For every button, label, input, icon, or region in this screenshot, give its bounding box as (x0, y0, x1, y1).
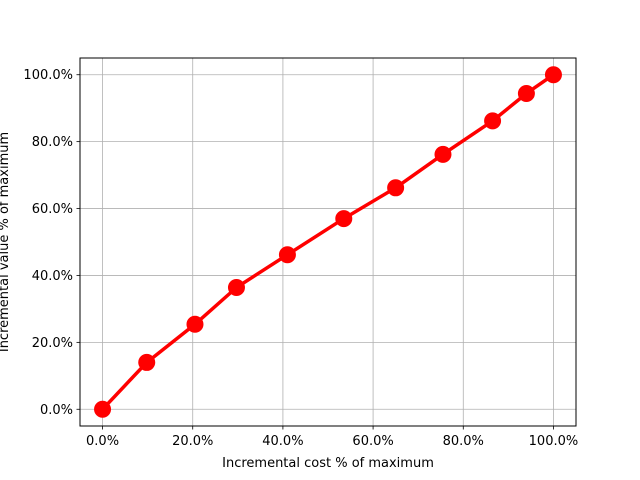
data-point (138, 353, 156, 371)
x-tick-label: 60.0% (352, 434, 393, 449)
y-tick-label: 100.0% (23, 68, 73, 83)
data-point (186, 315, 204, 333)
y-tick-label: 40.0% (32, 269, 73, 284)
data-point (335, 210, 353, 228)
data-point (227, 278, 245, 296)
y-tick-label: 80.0% (32, 135, 73, 150)
plot-area-frame (79, 57, 577, 427)
y-tick-label: 60.0% (32, 202, 73, 217)
x-tick-label: 20.0% (172, 434, 213, 449)
x-tick-label: 80.0% (443, 434, 484, 449)
data-point (278, 246, 296, 264)
data-point (434, 145, 452, 163)
axis-ticks: 0.0% 20.0% 40.0% 60.0% 80.0% 100.0% 0.0% 20.0% 4… (23, 68, 578, 449)
x-axis-label: Incremental cost % of maximum (222, 456, 434, 471)
data-point (484, 112, 502, 130)
y-axis-label: Incremental value % of maximum (0, 132, 12, 352)
data-point (544, 66, 562, 84)
y-tick-label: 20.0% (32, 336, 73, 351)
x-tick-label: 100.0% (529, 434, 579, 449)
y-tick-label: 0.0% (40, 403, 73, 418)
series-group (94, 66, 562, 418)
data-point (94, 400, 112, 418)
grid-lines (80, 58, 576, 426)
x-tick-label: 0.0% (86, 434, 119, 449)
data-point (387, 179, 405, 197)
data-point (517, 84, 535, 102)
x-tick-label: 40.0% (262, 434, 303, 449)
